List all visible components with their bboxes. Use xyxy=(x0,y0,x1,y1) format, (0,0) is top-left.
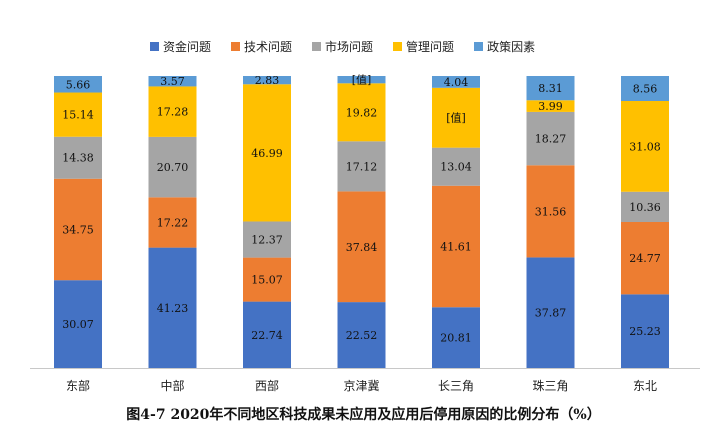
bar-segment xyxy=(526,257,575,368)
data-label: 8.56 xyxy=(633,82,658,95)
bar-segment xyxy=(526,100,575,112)
legend-swatch xyxy=(150,42,159,51)
bar-segment xyxy=(54,92,102,137)
legend-label: 技术问题 xyxy=(244,40,293,54)
legend-swatch xyxy=(312,42,322,51)
data-label: 13.04 xyxy=(440,161,472,174)
bar-segment xyxy=(337,302,386,368)
legend-item-3: 管理问题 xyxy=(393,38,454,55)
bar-segment xyxy=(54,136,102,179)
data-label: 5.66 xyxy=(66,78,91,91)
legend-label: 市场问题 xyxy=(325,40,374,54)
legend-swatch xyxy=(474,42,484,51)
data-label: 12.37 xyxy=(251,234,283,247)
stacked-bar-chart: 30.07 34.75 14.38 15.14 5.66 东部 41.23 17.22 20.7… xyxy=(30,74,700,393)
data-label: 14.38 xyxy=(62,152,94,165)
data-label: 17.22 xyxy=(157,216,189,229)
bar-segment xyxy=(621,76,669,101)
data-label: 19.82 xyxy=(346,106,378,119)
data-label: 15.07 xyxy=(251,274,283,287)
bar-segment xyxy=(54,178,102,281)
data-label: 18.27 xyxy=(535,133,567,146)
data-label: 31.08 xyxy=(629,140,661,153)
x-tick-label: 长三角 xyxy=(438,379,474,393)
data-label: 37.87 xyxy=(535,307,567,320)
bar-segment xyxy=(243,257,291,302)
data-label: 2.83 xyxy=(255,74,280,87)
data-label: 20.70 xyxy=(157,161,189,174)
data-label: 17.12 xyxy=(346,160,378,173)
legend-item-0: 资金问题 xyxy=(150,38,211,55)
legend-swatch xyxy=(393,42,403,51)
x-tick-label: 东北 xyxy=(633,379,657,393)
bar-segment xyxy=(621,191,669,222)
bar-segment xyxy=(148,86,197,137)
bar-segment xyxy=(621,294,669,368)
bar-segment xyxy=(148,197,197,248)
bar-segment xyxy=(621,222,669,295)
bar-segment xyxy=(243,76,291,85)
bar-segment xyxy=(337,76,386,84)
x-tick-label: 京津冀 xyxy=(343,379,379,393)
data-label: 25.23 xyxy=(629,325,661,338)
bar-segment xyxy=(432,185,480,308)
data-label: 15.14 xyxy=(62,109,94,122)
x-tick-label: 西部 xyxy=(255,378,279,393)
data-label: 8.31 xyxy=(538,82,563,95)
data-label: 22.52 xyxy=(346,329,378,342)
legend-swatch xyxy=(231,42,241,51)
bar-segment xyxy=(432,307,480,368)
bar-segment xyxy=(432,76,480,88)
legend-item-4: 政策因素 xyxy=(474,38,535,55)
bar-segment xyxy=(148,136,197,198)
bar-segment xyxy=(432,147,480,186)
bar-segment xyxy=(432,87,480,148)
bar-segment xyxy=(148,76,197,87)
bar-segment xyxy=(243,221,291,258)
data-label: 3.99 xyxy=(538,100,563,113)
data-label: 4.04 xyxy=(444,76,469,89)
data-label: 30.07 xyxy=(62,318,94,331)
bar-segment xyxy=(621,100,669,192)
bar-segment xyxy=(148,247,197,368)
data-label: 10.36 xyxy=(629,201,661,214)
legend-item-2: 市场问题 xyxy=(312,38,373,55)
data-label: 22.74 xyxy=(251,329,283,342)
data-label: 37.84 xyxy=(346,241,378,254)
legend-label: 政策因素 xyxy=(487,40,536,54)
bar-segment xyxy=(54,76,102,93)
data-label: 3.57 xyxy=(160,75,185,88)
data-label: 20.81 xyxy=(440,332,472,345)
bar-segment xyxy=(54,280,102,368)
data-label: 31.56 xyxy=(535,205,567,218)
legend-label: 资金问题 xyxy=(163,40,212,54)
bar-segment xyxy=(526,165,575,258)
bar-segment xyxy=(526,76,575,101)
data-label: 41.61 xyxy=(440,240,472,253)
legend-label: 管理问题 xyxy=(406,40,455,54)
data-label: 41.23 xyxy=(157,302,189,315)
data-label: 17.28 xyxy=(157,106,189,119)
legend: 资金问题 技术问题 市场问题 管理问题 政策因素 xyxy=(150,38,535,55)
bar-segment xyxy=(337,83,386,142)
x-tick-label: 珠三角 xyxy=(532,379,568,393)
bar-segment xyxy=(526,111,575,166)
bar-segment xyxy=(243,84,291,222)
data-label: 46.99 xyxy=(251,147,283,160)
x-tick-label: 东部 xyxy=(66,378,90,393)
bar-segment xyxy=(337,191,386,303)
x-tick-label: 中部 xyxy=(160,378,184,393)
figure-caption: 图4-7 2020年不同地区科技成果未应用及应用后停用原因的比例分布（%） xyxy=(126,407,601,423)
legend-item-1: 技术问题 xyxy=(231,38,292,55)
bar-segment xyxy=(243,301,291,368)
data-label: 34.75 xyxy=(62,223,94,236)
data-label: [值] xyxy=(446,112,466,125)
data-label: 24.77 xyxy=(629,252,661,265)
bar-segment xyxy=(337,141,386,192)
data-label: [值] xyxy=(352,74,372,87)
